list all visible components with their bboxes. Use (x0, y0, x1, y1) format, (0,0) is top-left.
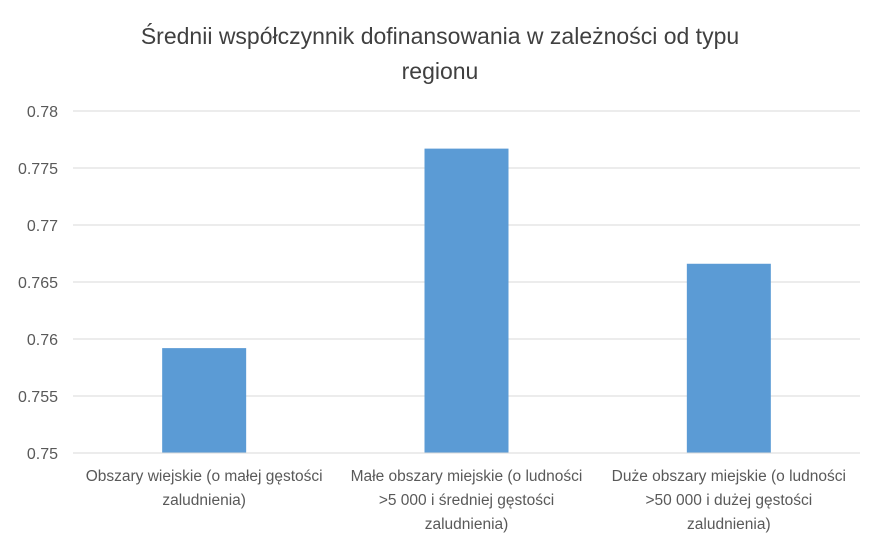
x-category-label: >50 000 i dużej gęstości (645, 492, 812, 509)
y-tick-label: 0.765 (18, 275, 58, 292)
x-axis-category-labels: Obszary wiejskie (o małej gęstości zaludn… (86, 468, 846, 533)
bar (424, 148, 509, 453)
x-category-label: zaludnienia) (687, 516, 771, 533)
chart-title-line: Średnii współczynnik dofinansowania w za… (141, 22, 739, 49)
y-tick-label: 0.77 (27, 218, 58, 235)
y-axis-tick-labels: 0.75 0.755 0.76 0.765 0.77 0.775 0.78 (18, 104, 58, 463)
x-category-label: >5 000 i średniej gęstości (379, 492, 554, 509)
x-category-label: Duże obszary miejskie (o ludności (612, 468, 846, 485)
y-tick-label: 0.775 (18, 161, 58, 178)
y-tick-label: 0.78 (27, 104, 58, 121)
x-category-label: zaludnienia) (162, 492, 246, 509)
bar (686, 263, 771, 453)
chart-title-line: regionu (402, 58, 479, 84)
y-tick-label: 0.75 (27, 446, 58, 463)
chart-title: Średnii współczynnik dofinansowania w za… (141, 22, 739, 84)
y-tick-label: 0.755 (18, 389, 58, 406)
x-category-label: Obszary wiejskie (o małej gęstości (86, 468, 323, 485)
bar (162, 348, 247, 453)
x-category-label: Małe obszary miejskie (o ludności (351, 468, 583, 485)
x-category-label: zaludnienia) (425, 516, 509, 533)
bars (162, 148, 771, 453)
y-tick-label: 0.76 (27, 332, 58, 349)
